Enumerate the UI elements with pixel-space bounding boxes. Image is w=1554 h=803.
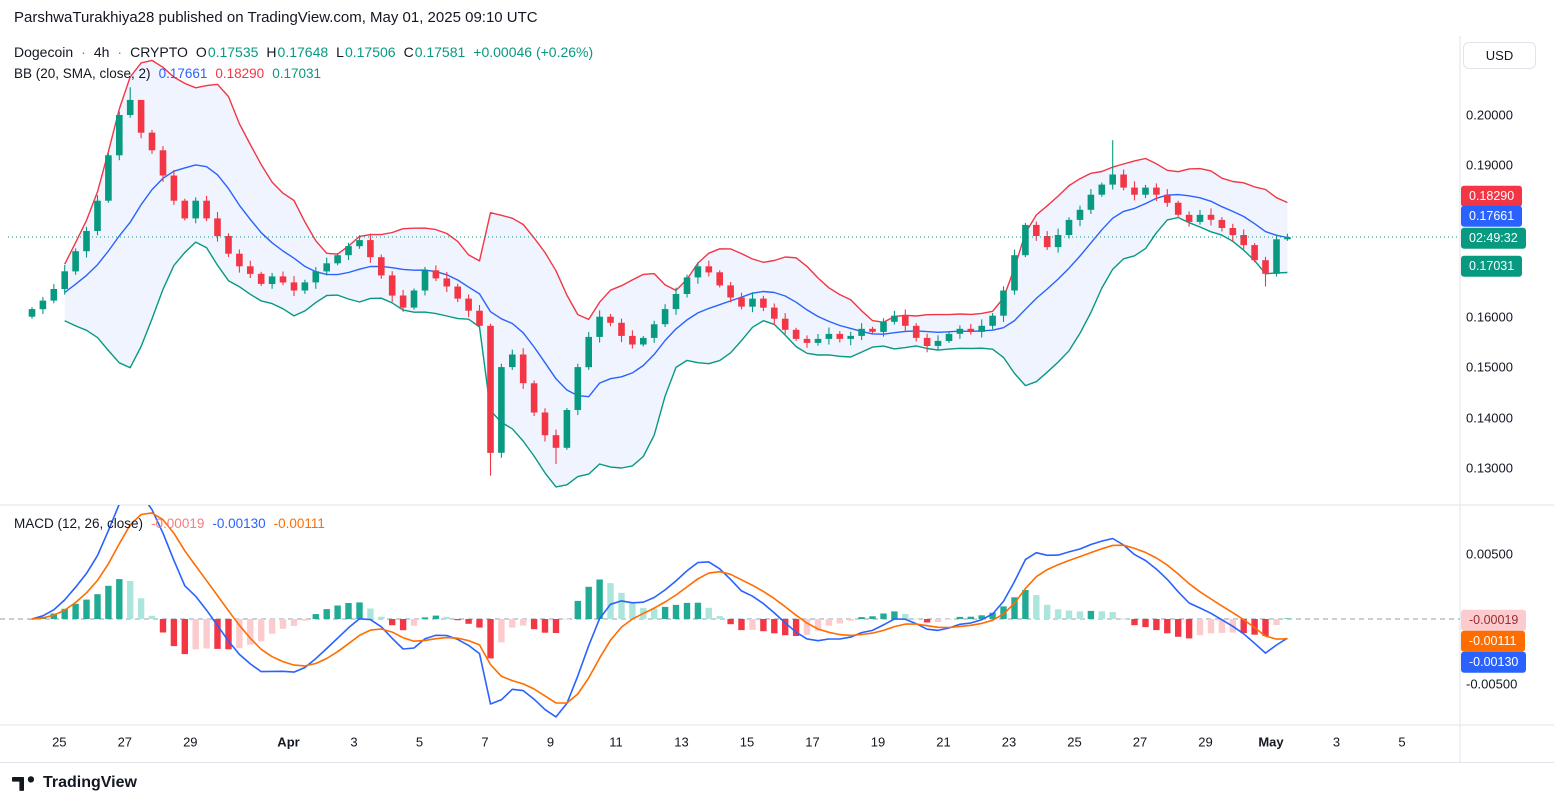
high-value: 0.17648 bbox=[277, 44, 329, 60]
macd-histogram bbox=[28, 579, 1291, 659]
candles bbox=[28, 87, 1291, 476]
symbol-legend: Dogecoin · 4h · CRYPTO O 0.17535 H 0.176… bbox=[14, 44, 593, 60]
symbol-name: Dogecoin bbox=[14, 44, 74, 60]
footer-bar: TradingView bbox=[0, 762, 1554, 803]
bb-lower-band bbox=[64, 216, 1288, 488]
separator: · bbox=[81, 44, 86, 60]
close-value: 0.17581 bbox=[414, 44, 466, 60]
macd-line bbox=[31, 505, 1288, 718]
macd-signal-value: -0.00111 bbox=[273, 516, 325, 531]
macd-legend: MACD (12, 26, close) -0.00019 -0.00130 -… bbox=[14, 516, 325, 531]
change-value: +0.00046 (+0.26%) bbox=[473, 44, 594, 60]
bb-basis-value: 0.17661 bbox=[158, 66, 208, 81]
high-letter: H bbox=[266, 44, 277, 60]
macd-panel bbox=[0, 505, 1460, 718]
bb-basis-line bbox=[64, 164, 1288, 398]
tradingview-logo-link[interactable]: TradingView bbox=[12, 773, 137, 794]
macd-histogram-value: -0.00019 bbox=[151, 516, 205, 531]
bb-lower-value: 0.17031 bbox=[272, 66, 321, 81]
exchange-label: CRYPTO bbox=[130, 44, 188, 60]
ohlc-low: L 0.17506 bbox=[336, 44, 395, 60]
separator: · bbox=[117, 44, 123, 60]
macd-title: MACD (12, 26, close) bbox=[14, 516, 144, 531]
open-value: 0.17535 bbox=[207, 44, 259, 60]
close-letter: C bbox=[403, 44, 414, 60]
interval-label: 4h bbox=[93, 44, 110, 60]
publish-bar: ParshwaTurakhiya28 published on TradingV… bbox=[0, 0, 1554, 36]
open-letter: O bbox=[195, 44, 207, 60]
brand-name: TradingView bbox=[43, 774, 137, 791]
publish-text: ParshwaTurakhiya28 published on TradingV… bbox=[14, 9, 538, 26]
bb-fill bbox=[64, 60, 1288, 487]
currency-button[interactable]: USD bbox=[1463, 42, 1536, 69]
tradingview-logo-icon bbox=[12, 775, 35, 791]
ohlc-open: O 0.17535 bbox=[196, 44, 259, 60]
time-axis[interactable] bbox=[0, 725, 1460, 762]
ohlc-close: C 0.17581 bbox=[404, 44, 466, 60]
ohlc-high: H 0.17648 bbox=[266, 44, 328, 60]
bollinger-legend: BB (20, SMA, close, 2) 0.17661 0.18290 0… bbox=[14, 66, 321, 81]
bb-title: BB (20, SMA, close, 2) bbox=[14, 66, 151, 81]
macd-line-value: -0.00130 bbox=[212, 516, 266, 531]
macd-signal-line bbox=[31, 512, 1288, 704]
main-panel bbox=[8, 59, 1460, 488]
price-axis[interactable] bbox=[1460, 36, 1554, 762]
low-value: 0.17506 bbox=[344, 44, 396, 60]
low-letter: L bbox=[336, 44, 344, 60]
bb-upper-value: 0.18290 bbox=[215, 66, 265, 81]
